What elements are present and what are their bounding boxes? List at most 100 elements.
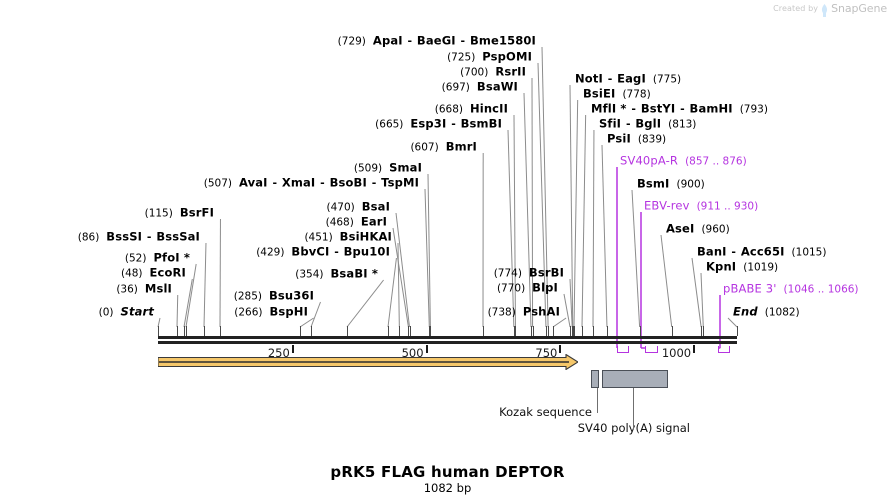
enzyme-name: MslI: [144, 281, 172, 296]
feature-box-label-sv40pa: SV40 poly(A) signal: [577, 421, 690, 435]
leader-end: [727, 317, 738, 328]
enzyme-name: XmaI: [281, 175, 316, 190]
tickmark-msli: [177, 326, 179, 336]
enzyme-position: (725): [447, 51, 476, 64]
enzyme-position: (900): [676, 178, 705, 191]
enzyme-site-label-bsmi: BsmI (900): [637, 178, 705, 191]
enzyme-name: EarI: [360, 214, 387, 229]
leader-kpni: [700, 272, 704, 328]
enzyme-name: BsaWI: [476, 79, 518, 94]
tickmark-start: [158, 326, 159, 336]
enzyme-name: BsoBI: [329, 175, 367, 190]
enzyme-name: Acc65I: [740, 244, 785, 259]
enzyme-name: BsiEI: [583, 86, 616, 101]
enzyme-position: (960): [701, 223, 730, 236]
enzyme-site-label-noti: NotI - EagI (775): [575, 73, 681, 86]
enzyme-name: BssSaI: [156, 229, 200, 244]
tickmark-mflI: [582, 326, 584, 336]
feature-range: (857 .. 876): [685, 155, 747, 168]
tickmark-smai: [430, 326, 432, 336]
tickmark-bsabi: [347, 326, 349, 336]
enzyme-position: (86): [77, 231, 100, 244]
leader-smai: [427, 173, 431, 328]
leader-esp3i: [507, 129, 515, 328]
enzyme-name: BmrI: [445, 139, 477, 154]
plasmid-length-label: 1082 bp: [423, 481, 472, 495]
enzyme-name: BsmBI: [460, 116, 502, 131]
enzyme-name: MflI *: [591, 101, 627, 116]
enzyme-position: (468): [325, 216, 354, 229]
tickmark-rsrii: [532, 326, 534, 336]
enzyme-name: BamHI: [689, 101, 733, 116]
enzyme-site-label-asei: AseI (960): [666, 223, 730, 236]
tickmark-eari: [408, 326, 410, 336]
leader-bsmi: [631, 189, 641, 328]
feature-box-callout-sv40pa: [633, 388, 634, 429]
leader-bsrfi: [219, 218, 221, 328]
name-separator: -: [268, 176, 281, 190]
enzyme-position: (668): [434, 103, 463, 116]
tickmark-bspHI: [300, 326, 302, 336]
enzyme-site-label-apai: (729) ApaI - BaeGI - Bme1580I: [338, 35, 536, 48]
enzyme-site-label-pfoi: (52) PfoI *: [125, 252, 190, 265]
feature-name: EBV-rev: [644, 198, 690, 213]
enzyme-name: BanI: [697, 244, 727, 259]
tickmark-psii: [606, 326, 608, 336]
leader-start: [157, 317, 161, 328]
ruler-label-1000: 1000: [661, 346, 692, 360]
enzyme-position: (770): [496, 282, 526, 295]
enzyme-site-label-smai: (509) SmaI: [354, 162, 422, 175]
enzyme-site-label-bsawi: (697) BsaWI: [442, 81, 518, 94]
enzyme-name: AseI: [666, 221, 695, 236]
feature-name: pBABE 3': [723, 281, 777, 296]
enzyme-name: Bsu36I: [269, 288, 314, 303]
enzyme-site-label-ecori: (48) EcoRI: [121, 267, 186, 280]
enzyme-position: (729): [337, 35, 366, 48]
enzyme-name: PsiI: [607, 131, 631, 146]
enzyme-site-label-bsrfi: (115) BsrFI: [145, 207, 214, 220]
leader-avai: [424, 188, 430, 328]
feature-label-pbabe_3: pBABE 3' (1046 .. 1066): [723, 283, 859, 296]
tickmark-bbvci: [387, 326, 389, 336]
enzyme-site-label-msli: (36) MslI: [116, 283, 172, 296]
enzyme-name: SmaI: [389, 160, 422, 175]
enzyme-name: BstYI: [640, 101, 676, 116]
enzyme-name: PfoI *: [153, 250, 190, 265]
ruler-tick-1000: [693, 345, 696, 353]
enzyme-name: BlpI: [532, 280, 558, 295]
enzyme-position: (36): [116, 283, 138, 296]
tickmark-ecori: [183, 326, 185, 336]
enzyme-position: (738): [487, 306, 516, 319]
enzyme-name: PshAI: [522, 304, 560, 319]
enzyme-position: (607): [410, 141, 439, 154]
leader-bsrbi: [569, 278, 573, 328]
watermark-created-by-text: Created by: [773, 4, 819, 13]
leader-bsai: [395, 212, 411, 328]
leader-blpi: [563, 293, 571, 328]
leader-pspomi: [537, 62, 547, 328]
enzyme-name: BsiHKAI: [339, 229, 392, 244]
leader-bsssi: [203, 242, 207, 328]
leader-pshai: [552, 317, 567, 328]
enzyme-position: (700): [460, 66, 489, 79]
feature-bracket-ebv_rev: [645, 346, 658, 353]
enzyme-site-label-rsrii: (700) RsrII: [460, 66, 526, 79]
enzyme-site-label-psii: PsiI (839): [607, 133, 666, 146]
enzyme-name: RsrII: [495, 64, 526, 79]
ruler-label-500: 500: [401, 346, 424, 360]
feature-box-callout-kozak: [597, 388, 598, 413]
feature-box-label-kozak: Kozak sequence: [499, 405, 592, 419]
enzyme-name: AvaI: [238, 175, 268, 190]
enzyme-position: (285): [233, 290, 263, 303]
leader-rsrii: [531, 77, 534, 328]
name-separator: -: [727, 245, 740, 259]
enzyme-name: Esp3I: [410, 116, 447, 131]
ruler-tick-500: [425, 345, 428, 353]
tickmark-avai: [429, 326, 431, 336]
name-separator: -: [627, 102, 640, 116]
enzyme-name: Bpu10I: [343, 244, 390, 259]
leader-pfoi: [185, 263, 197, 328]
enzyme-site-label-bsrbi: (774) BsrBI: [494, 267, 564, 280]
feature-bracket-sv40pa_r: [616, 346, 629, 353]
